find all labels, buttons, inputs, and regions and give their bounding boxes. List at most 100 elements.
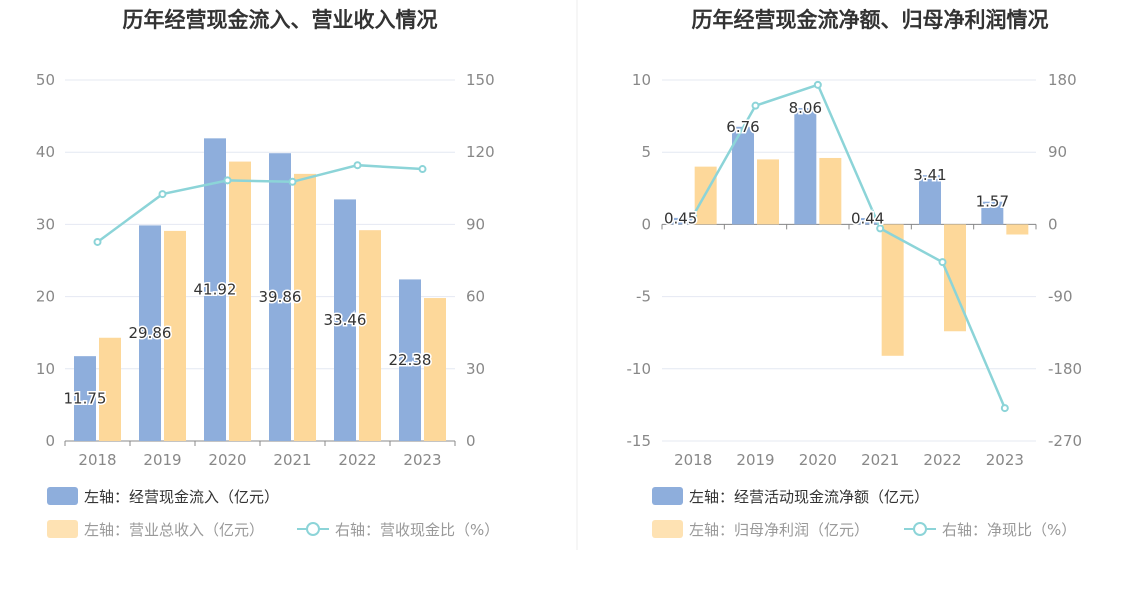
legend-swatch-primary	[47, 487, 78, 505]
legend-label: 左轴：归母净利润（亿元）	[689, 521, 869, 539]
legend-swatch-primary	[652, 487, 683, 505]
y-right-tick-label: 30	[466, 360, 485, 378]
line-point	[93, 237, 102, 246]
chart-title: 历年经营现金流入、营业收入情况	[123, 8, 438, 32]
x-tick-label: 2019	[736, 451, 774, 469]
y-left-tick-label: 0	[45, 432, 55, 450]
x-tick-label: 2020	[799, 451, 837, 469]
y-right-tick-label: -90	[1048, 288, 1073, 306]
y-left-tick-label: 10	[632, 71, 651, 89]
bar-primary	[269, 153, 291, 441]
legend-label: 左轴：经营活动现金流净额（亿元）	[689, 488, 929, 506]
y-right-tick-label: 60	[466, 288, 485, 306]
bar-secondary	[819, 157, 842, 225]
bar-secondary	[294, 173, 316, 442]
bar-secondary	[99, 337, 121, 441]
y-left-tick-label: 5	[641, 143, 651, 161]
line-point	[223, 176, 232, 185]
bar-secondary	[164, 230, 186, 441]
y-left-tick-label: 40	[36, 143, 55, 161]
y-right-tick-label: 150	[466, 71, 495, 89]
bar-secondary	[359, 230, 381, 441]
chart-netcash-profit: 历年经营现金流净额、归母净利润情况 -15 -10 -5 0 5 10 -270 -180 -90…	[627, 8, 1083, 539]
legend-label: 左轴：营业总收入（亿元）	[84, 521, 264, 539]
x-tick-label: 2022	[923, 451, 961, 469]
y-right-tick-label: -180	[1048, 360, 1082, 378]
line-point	[418, 165, 427, 174]
bar-data-label: 41.92	[194, 281, 237, 299]
legend-label: 右轴：净现比（%）	[942, 521, 1076, 539]
x-tick-label: 2018	[78, 451, 116, 469]
bar-data-label: 8.06	[789, 99, 822, 117]
line-point	[689, 211, 698, 220]
y-left-tick-label: 50	[36, 71, 55, 89]
bar-primary	[204, 138, 226, 442]
x-tick-label: 2023	[403, 451, 441, 469]
x-tick-label: 2021	[273, 451, 311, 469]
y-right-tick-label: 180	[1048, 71, 1077, 89]
y-left-tick-label: 0	[641, 215, 651, 233]
bar-secondary	[424, 298, 446, 441]
line-point	[288, 177, 297, 186]
x-tick-label: 2022	[338, 451, 376, 469]
bar-primary	[794, 108, 817, 225]
bar-secondary	[944, 224, 966, 332]
bar-data-label: 29.86	[129, 324, 172, 342]
y-right-tick-label: -270	[1048, 432, 1082, 450]
bar-data-label: 0.44	[851, 209, 884, 227]
x-tick-label: 2019	[143, 451, 181, 469]
y-right-tick-label: 0	[1048, 215, 1058, 233]
y-left-tick-label: -5	[636, 288, 651, 306]
bar-primary	[732, 126, 754, 225]
y-left-tick-label: -10	[627, 360, 652, 378]
line-point	[158, 190, 167, 199]
legend-label: 左轴：经营现金流入（亿元）	[84, 488, 279, 506]
bar-secondary	[1006, 224, 1029, 235]
bar-secondary	[757, 159, 779, 225]
line-point	[1000, 404, 1009, 413]
bar-primary	[334, 199, 356, 441]
bar-secondary	[881, 224, 904, 356]
bar-primary	[669, 217, 692, 225]
bar-primary	[919, 175, 941, 225]
y-right-tick-label: 90	[1048, 143, 1067, 161]
bar-data-label: 3.41	[913, 166, 946, 184]
bar-primary	[399, 279, 421, 441]
bar-data-label: 6.76	[726, 118, 759, 136]
bar-data-label: 39.86	[259, 288, 302, 306]
bar-primary	[856, 218, 879, 225]
line-point	[353, 161, 362, 170]
legend-label: 右轴：营收现金比（%）	[335, 521, 499, 539]
y-right-tick-label: 0	[466, 432, 476, 450]
bar-primary	[981, 201, 1004, 225]
legend-line-marker	[306, 522, 320, 536]
y-left-tick-label: 10	[36, 360, 55, 378]
y-left-tick-label: 20	[36, 288, 55, 306]
bar-primary	[139, 225, 161, 441]
line-point	[876, 224, 885, 233]
bar-primary	[74, 356, 96, 441]
bar-data-label: 0.45	[664, 209, 697, 227]
legend-line-marker	[913, 522, 927, 536]
legend-swatch-secondary	[47, 520, 78, 538]
y-right-tick-label: 120	[466, 143, 495, 161]
series-line	[96, 163, 423, 243]
bar-data-label: 1.57	[976, 193, 1009, 211]
line-point	[938, 258, 947, 267]
chart-cashflow-revenue: 历年经营现金流入、营业收入情况 0 10 20 30 40 50 0 30 60 90 120 150 2…	[36, 8, 499, 539]
legend-swatch-secondary	[652, 520, 683, 538]
bar-data-label: 11.75	[64, 390, 107, 408]
y-left-tick-label: -15	[627, 432, 652, 450]
bar-data-label: 33.46	[324, 311, 367, 329]
chart-title: 历年经营现金流净额、归母净利润情况	[692, 8, 1049, 32]
x-tick-label: 2018	[674, 451, 712, 469]
x-tick-label: 2020	[208, 451, 246, 469]
x-tick-label: 2021	[861, 451, 899, 469]
series-line	[692, 83, 1006, 409]
x-tick-label: 2023	[986, 451, 1024, 469]
bar-data-label: 22.38	[389, 351, 432, 369]
y-right-tick-label: 90	[466, 215, 485, 233]
y-left-tick-label: 30	[36, 215, 55, 233]
bar-secondary	[229, 161, 251, 441]
